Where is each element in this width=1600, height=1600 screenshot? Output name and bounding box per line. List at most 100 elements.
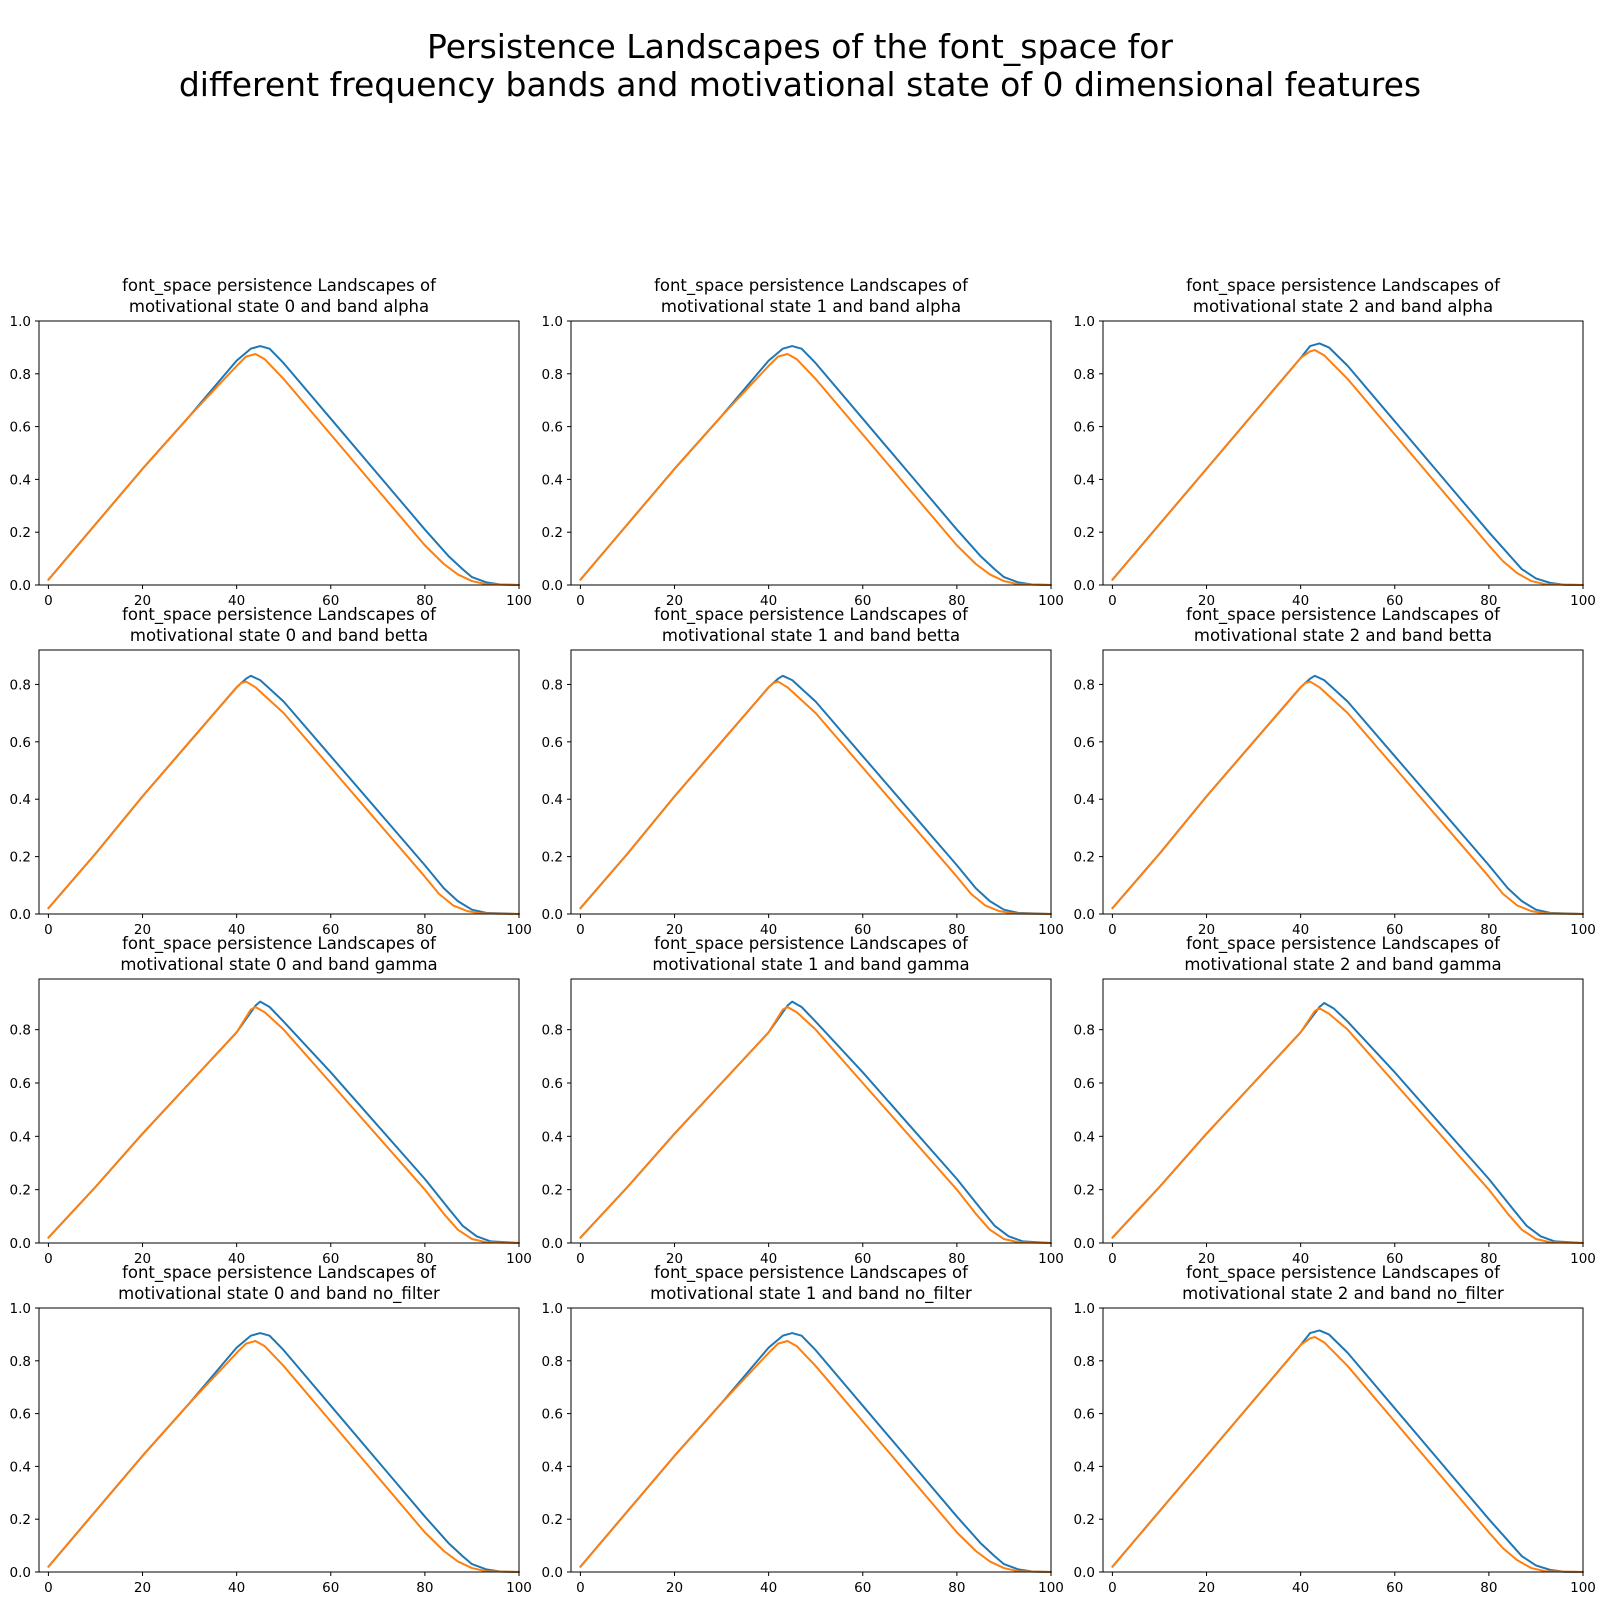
series-line-2 <box>1111 680 1584 915</box>
x-tick-label: 40 <box>760 922 777 938</box>
y-tick-label: 0.2 <box>10 525 31 541</box>
series-line-2 <box>579 1340 1052 1573</box>
x-tick-label: 20 <box>666 1251 683 1267</box>
y-tick-label: 0.0 <box>1074 578 1095 594</box>
x-tick-label: 60 <box>1386 1580 1403 1596</box>
y-tick-label: 1.0 <box>542 314 563 330</box>
series-line-1 <box>579 674 1052 915</box>
y-tick-label: 0.6 <box>542 735 563 751</box>
subplot-1-2: font_space persistence Landscapes ofmoti… <box>542 276 1064 609</box>
subplot-title-line-2: motivational state 2 and band gamma <box>1184 955 1501 974</box>
y-tick-label: 0.8 <box>10 677 31 693</box>
subplot-title-line-2: motivational state 1 and band no_filter <box>650 1284 972 1304</box>
x-tick-label: 40 <box>1292 1251 1309 1267</box>
y-tick-label: 0.8 <box>10 367 31 383</box>
x-tick-label: 20 <box>666 593 683 609</box>
subplot-title-line-1: font_space persistence Landscapes of <box>122 1263 437 1283</box>
axes-frame <box>1102 978 1584 1244</box>
y-tick-label: 0.0 <box>1074 1236 1095 1252</box>
x-tick-label: 40 <box>760 1251 777 1267</box>
subplot-title-line-2: motivational state 0 and band alpha <box>129 297 429 316</box>
y-tick-label: 0.6 <box>10 735 31 751</box>
axes-frame <box>38 320 520 586</box>
axes-frame <box>570 649 1052 915</box>
x-tick-label: 80 <box>948 593 965 609</box>
y-tick-label: 0.2 <box>1074 850 1095 866</box>
y-tick-label: 0.4 <box>1074 472 1095 488</box>
x-tick-label: 40 <box>760 1580 777 1596</box>
x-tick-label: 20 <box>1198 1251 1215 1267</box>
x-tick-label: 0 <box>576 1251 585 1267</box>
subplot-2-2: font_space persistence Landscapes ofmoti… <box>542 605 1064 938</box>
subplot-title-line-1: font_space persistence Landscapes of <box>122 276 437 296</box>
y-tick-label: 0.2 <box>542 525 563 541</box>
y-tick-label: 0.8 <box>1074 1354 1095 1370</box>
x-tick-label: 80 <box>1480 1580 1497 1596</box>
x-tick-label: 40 <box>228 1251 245 1267</box>
axes-frame <box>38 649 520 915</box>
subplot-3-3: font_space persistence Landscapes ofmoti… <box>1074 934 1596 1267</box>
x-tick-label: 0 <box>44 1580 53 1596</box>
x-tick-label: 80 <box>948 1580 965 1596</box>
y-tick-label: 0.4 <box>542 1459 563 1475</box>
y-tick-label: 0.2 <box>1074 1512 1095 1528</box>
x-tick-label: 40 <box>1292 1580 1309 1596</box>
subplot-1-3: font_space persistence Landscapes ofmoti… <box>1074 276 1596 609</box>
figure-title-line-2: different frequency bands and motivation… <box>179 65 1421 104</box>
y-tick-label: 0.6 <box>1074 1076 1095 1092</box>
y-tick-label: 0.8 <box>542 1023 563 1039</box>
x-tick-label: 60 <box>1386 1251 1403 1267</box>
y-tick-label: 0.0 <box>10 1565 31 1581</box>
x-tick-label: 40 <box>1292 922 1309 938</box>
axes-frame <box>1102 320 1584 586</box>
x-tick-label: 100 <box>1570 1251 1596 1267</box>
x-tick-label: 80 <box>1480 593 1497 609</box>
axes-frame <box>1102 649 1584 915</box>
y-tick-label: 0.6 <box>10 1407 31 1423</box>
x-tick-label: 60 <box>854 922 871 938</box>
y-tick-label: 0.0 <box>1074 1565 1095 1581</box>
y-tick-label: 0.2 <box>1074 525 1095 541</box>
y-tick-label: 0.8 <box>542 677 563 693</box>
subplot-title-line-1: font_space persistence Landscapes of <box>654 605 969 625</box>
y-tick-label: 0.6 <box>1074 420 1095 436</box>
x-tick-label: 100 <box>1038 593 1064 609</box>
y-tick-label: 0.4 <box>1074 792 1095 808</box>
y-tick-label: 0.6 <box>1074 735 1095 751</box>
x-tick-label: 60 <box>322 922 339 938</box>
series-line-1 <box>1111 1002 1584 1244</box>
subplot-title-line-2: motivational state 1 and band alpha <box>661 297 961 316</box>
series-line-2 <box>579 1006 1052 1244</box>
y-tick-label: 0.4 <box>1074 1459 1095 1475</box>
x-tick-label: 60 <box>854 1580 871 1596</box>
axes-frame <box>1102 1307 1584 1573</box>
x-tick-label: 0 <box>44 1251 53 1267</box>
subplot-title-line-2: motivational state 0 and band betta <box>130 626 428 645</box>
y-tick-label: 1.0 <box>542 1301 563 1317</box>
y-tick-label: 0.8 <box>10 1023 31 1039</box>
subplot-title-line-1: font_space persistence Landscapes of <box>1186 605 1501 625</box>
axes-frame <box>570 320 1052 586</box>
x-tick-label: 60 <box>1386 593 1403 609</box>
subplot-title-line-1: font_space persistence Landscapes of <box>1186 934 1501 954</box>
x-tick-label: 100 <box>1570 593 1596 609</box>
x-tick-label: 60 <box>322 593 339 609</box>
y-tick-label: 0.6 <box>10 420 31 436</box>
y-tick-label: 0.2 <box>1074 1183 1095 1199</box>
x-tick-label: 100 <box>1038 922 1064 938</box>
x-tick-label: 40 <box>228 922 245 938</box>
subplot-2-1: font_space persistence Landscapes ofmoti… <box>10 605 532 938</box>
y-tick-label: 0.4 <box>1074 1129 1095 1145</box>
axes-frame <box>570 1307 1052 1573</box>
x-tick-label: 60 <box>854 1251 871 1267</box>
x-tick-label: 60 <box>1386 922 1403 938</box>
x-tick-label: 40 <box>228 1580 245 1596</box>
series-line-2 <box>47 680 520 915</box>
y-tick-label: 1.0 <box>1074 1301 1095 1317</box>
y-tick-label: 0.8 <box>1074 367 1095 383</box>
subplot-4-2: font_space persistence Landscapes ofmoti… <box>542 1263 1064 1596</box>
y-tick-label: 0.0 <box>542 578 563 594</box>
x-tick-label: 100 <box>1570 1580 1596 1596</box>
x-tick-label: 20 <box>134 922 151 938</box>
y-tick-label: 0.8 <box>10 1354 31 1370</box>
